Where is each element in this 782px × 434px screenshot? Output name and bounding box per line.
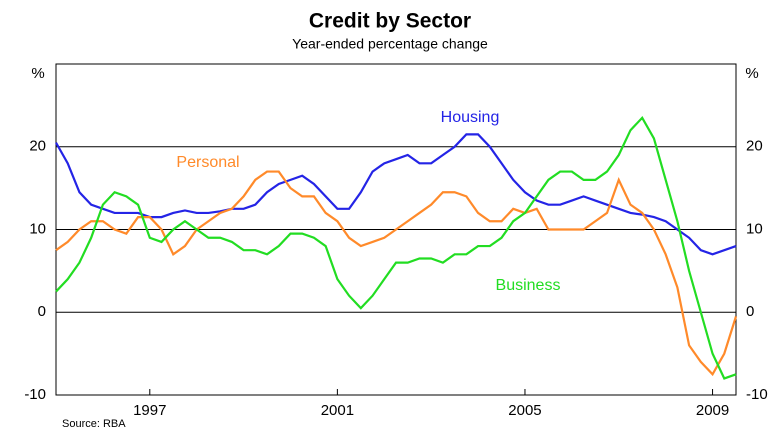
y-tick-label-right: 20 [746, 138, 763, 155]
source-note: Source: RBA [62, 418, 126, 430]
chart-title: Credit by Sector [309, 10, 471, 33]
y-tick-label-right: 10 [746, 220, 763, 237]
y-tick-label-right: 0 [746, 303, 754, 320]
y-tick-label: 20 [29, 138, 46, 155]
series-line [55, 170, 738, 377]
series-line [55, 133, 737, 256]
y-unit-right: % [745, 65, 758, 82]
chart-subtitle: Year-ended percentage change [292, 36, 488, 52]
y-tick-label: 0 [38, 303, 46, 320]
y-tick-label-right: -10 [746, 386, 768, 403]
y-unit-left: % [31, 65, 44, 82]
x-tick-label: 2009 [696, 402, 729, 419]
x-tick-label: 1997 [133, 402, 166, 419]
y-tick-label: -10 [24, 386, 46, 403]
series-label: Personal [176, 154, 239, 171]
series-label: Business [496, 277, 561, 294]
y-tick-label: 10 [29, 220, 46, 237]
x-tick-label: 2001 [321, 402, 354, 419]
series-line [55, 115, 737, 380]
plot-frame [55, 63, 737, 396]
series-label: Housing [441, 109, 500, 126]
x-tick-label: 2005 [508, 402, 541, 419]
